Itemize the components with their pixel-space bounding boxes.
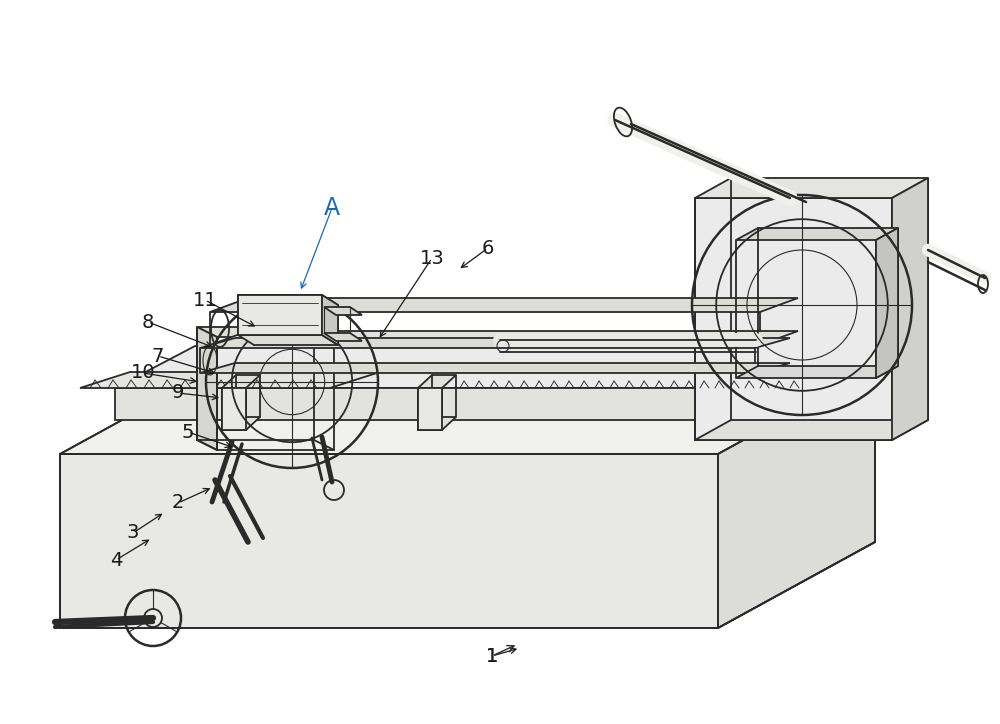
Polygon shape: [197, 327, 217, 450]
Polygon shape: [718, 368, 875, 628]
Text: 4: 4: [110, 550, 122, 570]
Polygon shape: [222, 417, 260, 430]
Polygon shape: [60, 454, 718, 628]
Polygon shape: [324, 307, 362, 315]
Polygon shape: [60, 368, 875, 454]
Polygon shape: [210, 331, 798, 345]
Text: 8: 8: [142, 313, 154, 332]
Polygon shape: [222, 375, 260, 388]
Text: 13: 13: [420, 248, 444, 267]
Text: 11: 11: [193, 290, 217, 309]
Text: 3: 3: [127, 523, 139, 542]
Polygon shape: [80, 372, 380, 388]
Text: 9: 9: [172, 384, 184, 403]
Polygon shape: [115, 346, 820, 388]
Polygon shape: [324, 333, 362, 341]
Text: 6: 6: [482, 238, 494, 258]
Polygon shape: [740, 346, 820, 420]
Text: A: A: [324, 196, 340, 220]
Polygon shape: [418, 375, 456, 388]
Text: 1: 1: [486, 647, 498, 665]
Polygon shape: [695, 198, 892, 440]
Polygon shape: [200, 338, 790, 348]
Polygon shape: [695, 178, 928, 198]
Text: 10: 10: [131, 363, 155, 382]
Polygon shape: [322, 295, 338, 345]
Polygon shape: [736, 228, 898, 240]
Text: 5: 5: [182, 423, 194, 442]
Polygon shape: [238, 295, 322, 335]
Text: 1: 1: [486, 647, 498, 665]
Polygon shape: [238, 295, 338, 305]
Polygon shape: [222, 388, 246, 430]
Polygon shape: [876, 228, 898, 378]
Polygon shape: [197, 327, 334, 337]
Text: 7: 7: [152, 347, 164, 366]
Text: 2: 2: [172, 494, 184, 513]
Polygon shape: [736, 366, 898, 378]
Polygon shape: [115, 388, 740, 420]
Polygon shape: [210, 298, 798, 312]
Polygon shape: [238, 335, 338, 345]
Polygon shape: [892, 178, 928, 440]
Polygon shape: [200, 363, 790, 373]
Polygon shape: [418, 417, 456, 430]
Polygon shape: [695, 420, 928, 440]
Polygon shape: [418, 388, 442, 430]
